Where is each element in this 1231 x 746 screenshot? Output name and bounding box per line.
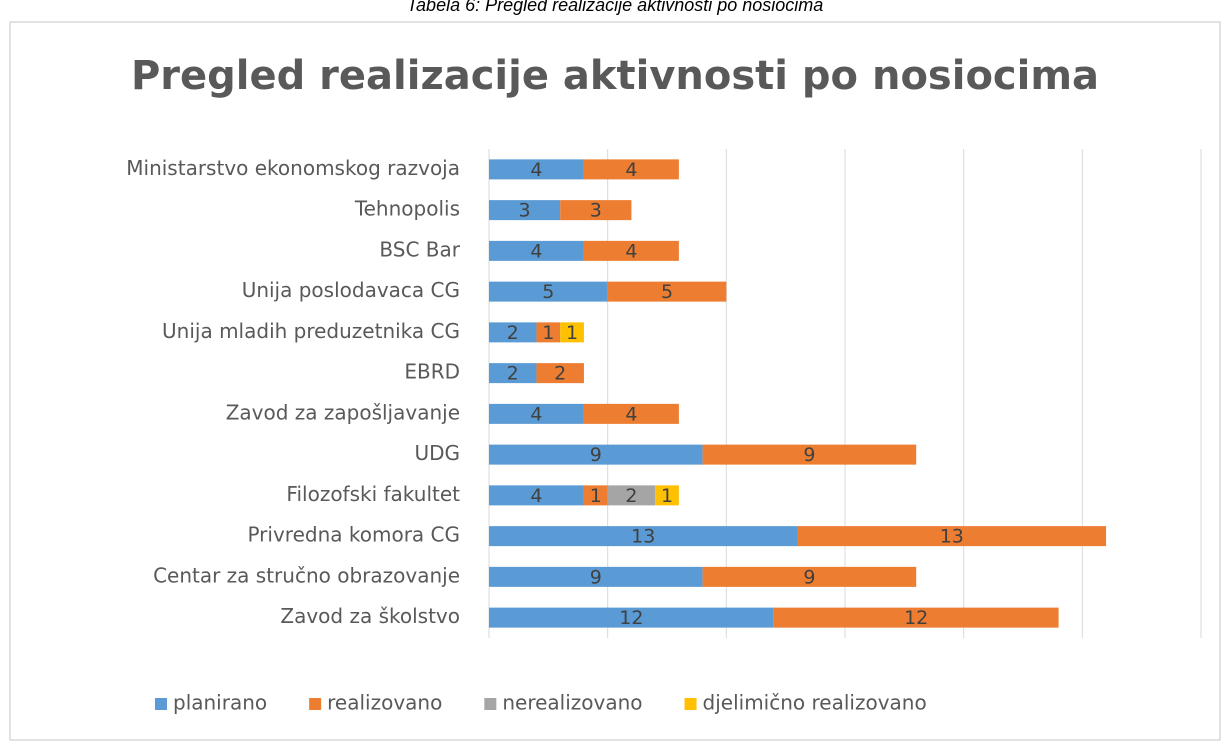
bar-segment xyxy=(702,566,917,587)
y-tick-label: Unija mladih preduzetnika CG xyxy=(162,319,460,343)
bar-segment xyxy=(583,159,679,180)
data-label: 5 xyxy=(661,281,673,303)
bar-segment xyxy=(583,240,679,261)
legend-label: realizovano xyxy=(327,691,442,715)
y-tick-label: EBRD xyxy=(404,360,460,384)
bar-segment xyxy=(489,403,584,424)
bar-segment xyxy=(560,322,584,343)
bar-segment xyxy=(489,607,774,628)
bar-segment xyxy=(489,159,584,180)
y-tick-label: Zavod za zapošljavanje xyxy=(226,400,460,424)
y-tick-label: BSC Bar xyxy=(379,237,460,261)
data-label: 3 xyxy=(590,200,602,222)
data-label: 4 xyxy=(530,485,542,507)
data-label: 2 xyxy=(625,485,637,507)
data-label: 5 xyxy=(542,281,554,303)
data-label: 4 xyxy=(625,159,637,181)
bar-segment xyxy=(583,403,679,424)
y-tick-label: UDG xyxy=(414,441,460,465)
data-label: 3 xyxy=(519,200,531,222)
bar-segment xyxy=(583,485,608,506)
legend-swatch xyxy=(684,698,697,710)
legend-label: djelimično realizovano xyxy=(703,691,927,715)
data-label: 9 xyxy=(803,444,815,466)
bar-segment xyxy=(797,526,1107,547)
bar-segment xyxy=(489,363,537,384)
legend-label: planirano xyxy=(173,691,267,715)
bar-segment xyxy=(560,200,632,221)
y-tick-label: Filozofski fakultet xyxy=(286,482,460,506)
data-label: 2 xyxy=(507,363,519,385)
data-label: 9 xyxy=(803,566,815,588)
legend-swatch xyxy=(309,698,322,710)
data-label: 1 xyxy=(661,485,673,507)
data-label: 12 xyxy=(619,607,643,629)
bar-segment xyxy=(489,444,703,465)
legend-swatch xyxy=(484,698,497,710)
legend-swatch xyxy=(155,698,167,710)
chart-title: Pregled realizacije aktivnosti po nosioc… xyxy=(131,53,1099,99)
y-tick-label: Zavod za školstvo xyxy=(280,604,460,628)
data-label: 4 xyxy=(625,240,637,262)
chart-frame xyxy=(9,21,1221,741)
bar-segment xyxy=(655,485,679,506)
data-label: 1 xyxy=(566,322,578,344)
caption: Tabela 6: Pregled realizacije aktivnosti… xyxy=(407,0,824,15)
bar-segment xyxy=(489,240,584,261)
data-label: 12 xyxy=(904,607,928,629)
y-tick-label: Ministarstvo ekonomskog razvoja xyxy=(126,156,460,180)
bar-segment xyxy=(536,322,561,343)
bar-segment xyxy=(702,444,917,465)
y-tick-label: Unija poslodavaca CG xyxy=(242,278,460,302)
bar-segment xyxy=(607,281,727,302)
legend-label: nerealizovano xyxy=(502,691,642,715)
bar-segment xyxy=(489,485,584,506)
data-label: 2 xyxy=(507,322,519,344)
y-tick-label: Centar za stručno obrazovanje xyxy=(153,563,460,587)
data-label: 4 xyxy=(530,159,542,181)
y-tick-label: Privredna komora CG xyxy=(247,523,460,547)
data-label: 9 xyxy=(590,444,602,466)
y-tick-label: Tehnopolis xyxy=(354,197,460,221)
bar-segment xyxy=(489,566,703,587)
bar-segment xyxy=(489,281,608,302)
data-label: 13 xyxy=(940,526,964,548)
data-label: 1 xyxy=(590,485,602,507)
bar-segment xyxy=(536,363,584,384)
bar-segment xyxy=(489,526,798,547)
data-label: 1 xyxy=(542,322,554,344)
data-label: 4 xyxy=(625,403,637,425)
data-label: 4 xyxy=(530,403,542,425)
bar-segment xyxy=(607,485,656,506)
data-label: 9 xyxy=(590,566,602,588)
data-label: 13 xyxy=(631,526,655,548)
bar-segment xyxy=(773,607,1059,628)
bar-segment xyxy=(489,322,537,343)
data-label: 2 xyxy=(554,363,566,385)
data-label: 4 xyxy=(530,240,542,262)
bar-segment xyxy=(489,200,561,221)
